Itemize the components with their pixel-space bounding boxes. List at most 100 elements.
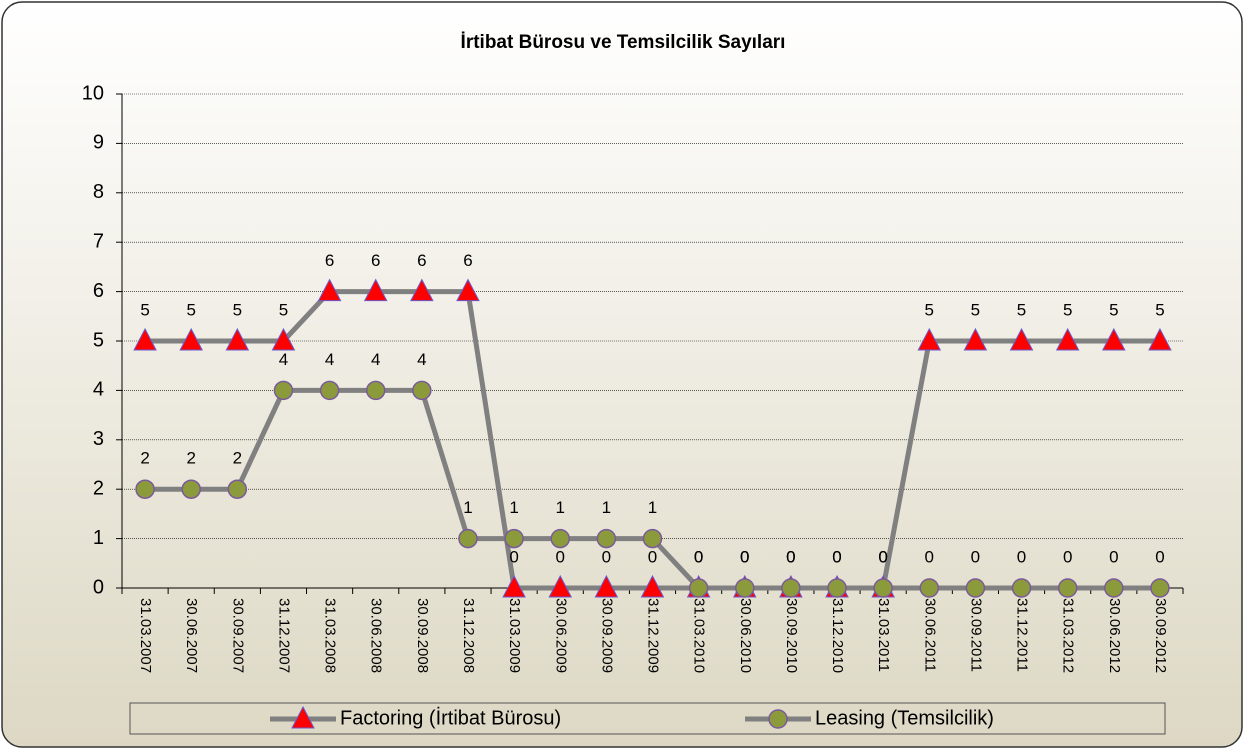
x-tick-label: 30.09.2010 [783,598,800,673]
x-tick-label: 31.12.2007 [275,598,292,673]
marker [317,278,342,302]
data-label: 0 [832,547,841,566]
data-label: 2 [186,449,195,468]
marker [225,327,250,351]
x-tick-label: 30.06.2011 [921,598,938,672]
x-tick-label: 31.03.2010 [691,598,708,673]
marker [917,327,942,351]
x-tick-label: 30.09.2007 [229,598,246,673]
x-tick-label: 30.06.2010 [737,598,754,673]
data-label: 1 [509,498,518,517]
data-label: 5 [1155,300,1164,319]
data-label: 5 [1109,300,1118,319]
data-label: 6 [371,251,380,270]
legend-label: Factoring (İrtibat Bürosu) [340,706,561,729]
x-tick-label: 31.03.2007 [137,598,154,673]
marker [133,327,157,351]
data-label: 0 [740,547,749,566]
chart-title: İrtibat Bürosu ve Temsilcilik Sayıları [461,32,786,53]
marker [291,705,315,729]
y-tick-label: 9 [93,132,104,154]
y-tick-label: 3 [93,428,104,450]
y-tick-label: 10 [82,82,104,104]
marker [365,380,386,401]
marker [1148,327,1172,351]
marker [502,574,526,598]
data-label: 0 [971,547,980,566]
data-label: 1 [648,498,657,517]
marker [873,578,893,598]
data-label: 2 [140,449,149,468]
marker [965,578,986,598]
marker [1011,578,1032,598]
marker [504,528,524,549]
y-tick-label: 4 [93,379,104,401]
x-tick-label: 30.06.2012 [1106,598,1123,673]
marker [640,574,665,598]
x-tick-label: 31.12.2011 [1014,598,1031,672]
x-tick-label: 30.06.2008 [368,598,385,673]
data-label: 0 [1017,547,1026,566]
y-tick-label: 2 [93,477,104,499]
y-tick-label: 5 [93,329,104,351]
data-label: 5 [279,300,288,319]
x-tick-label: 30.09.2011 [967,598,984,672]
y-tick-label: 6 [93,280,104,302]
data-label: 4 [371,350,380,369]
marker [594,574,619,598]
data-label: 0 [878,547,887,566]
marker [271,327,296,351]
marker [1057,578,1078,598]
data-label: 5 [1017,300,1026,319]
marker [642,528,663,549]
x-tick-label: 30.09.2008 [414,598,431,673]
marker [319,380,340,401]
x-tick-label: 31.03.2011 [875,598,892,672]
marker [827,578,847,598]
data-label: 1 [602,498,611,517]
x-tick-label: 31.12.2009 [645,598,662,673]
data-label: 6 [325,251,334,270]
x-tick-label: 31.12.2010 [829,598,846,673]
x-tick-label: 31.03.2008 [322,598,339,673]
data-label: 5 [233,300,242,319]
marker [1101,327,1126,351]
data-label: 5 [925,300,934,319]
marker [768,709,788,729]
x-tick-label: 30.09.2009 [598,598,615,673]
data-label: 0 [1155,547,1164,566]
marker [596,528,617,549]
marker [781,578,801,598]
marker [735,578,755,598]
marker [179,327,204,351]
data-label: 0 [694,547,703,566]
x-tick-label: 31.12.2008 [460,598,477,673]
marker [1150,578,1170,598]
data-label: 5 [1063,300,1072,319]
data-label: 6 [463,251,472,270]
marker [550,528,570,549]
x-tick-label: 30.06.2007 [183,598,200,673]
y-tick-label: 0 [93,576,104,598]
data-label: 0 [648,547,657,566]
marker [458,528,478,549]
marker [135,479,155,499]
data-label: 4 [279,350,288,369]
marker [181,479,201,499]
marker [410,278,434,302]
data-label: 1 [463,498,472,517]
marker [1009,327,1034,351]
x-tick-label: 31.03.2009 [506,598,523,673]
data-label: 0 [602,547,611,566]
data-label: 2 [233,449,242,468]
y-tick-label: 8 [93,181,104,203]
marker [1055,327,1080,351]
data-label: 0 [556,547,565,566]
x-tick-label: 30.06.2009 [552,598,569,673]
data-label: 0 [786,547,795,566]
data-label: 0 [509,547,518,566]
marker [456,278,480,302]
data-label: 1 [556,498,565,517]
